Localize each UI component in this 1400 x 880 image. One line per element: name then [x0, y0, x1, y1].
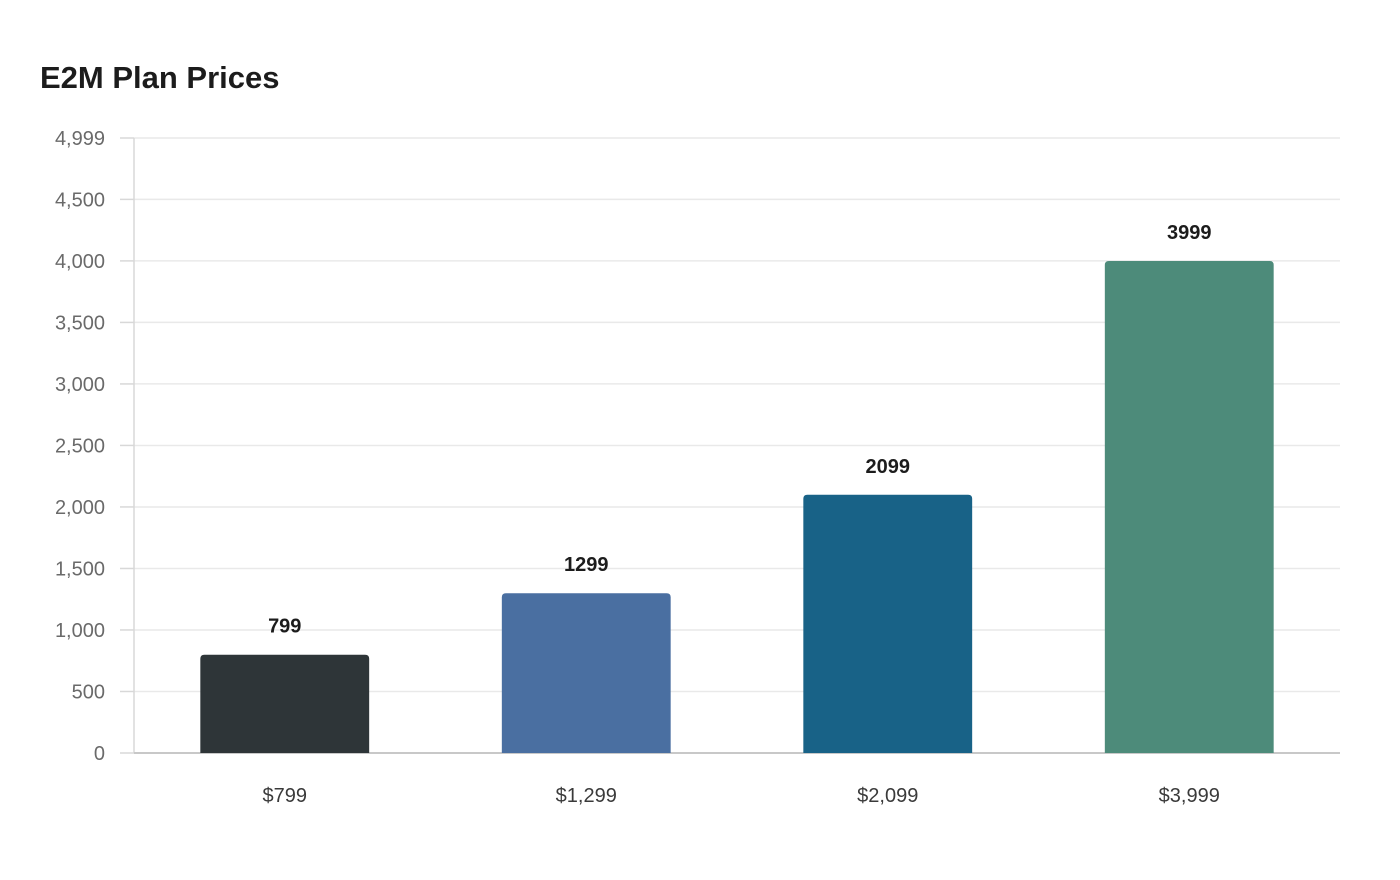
bar [1104, 261, 1274, 753]
y-tick-label: 2,000 [55, 497, 105, 519]
y-tick-label: 2,500 [55, 435, 105, 457]
bar-value-label: 2099 [866, 456, 911, 478]
x-category-label: $799 [263, 785, 308, 807]
bar-value-label: 3999 [1167, 222, 1212, 244]
bar [501, 593, 671, 753]
y-tick-label: 1,500 [55, 558, 105, 580]
y-tick-label: 4,000 [55, 251, 105, 273]
bar [803, 494, 973, 753]
y-tick-label: 0 [94, 743, 105, 765]
chart-title: E2M Plan Prices [40, 60, 280, 95]
bar-value-label: 799 [268, 616, 301, 638]
y-axis-ticks: 0 500 1,000 1,500 2,000 2,500 3,000 3,500 4,000 4… [55, 128, 105, 765]
y-tick-label: 500 [72, 681, 105, 703]
y-tick-label: 3,000 [55, 374, 105, 396]
x-axis-categories: $799 $1,299 $2,099 $3,999 [263, 785, 1220, 807]
y-tick-label: 4,999 [55, 128, 105, 150]
data-labels: 799 1299 2099 3999 [268, 222, 1211, 638]
bar [200, 654, 370, 753]
y-tick-label: 3,500 [55, 312, 105, 334]
x-category-label: $2,099 [857, 785, 918, 807]
bar-value-label: 1299 [564, 554, 609, 576]
x-category-label: $3,999 [1159, 785, 1220, 807]
bars [200, 261, 1274, 753]
y-tick-label: 1,000 [55, 620, 105, 642]
x-category-label: $1,299 [556, 785, 617, 807]
y-tick-label: 4,500 [55, 189, 105, 211]
